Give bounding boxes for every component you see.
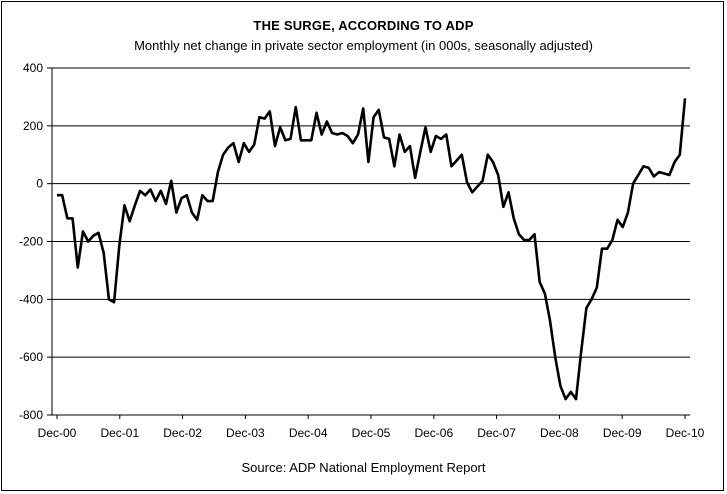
y-tick-label-2: 0 [36,177,43,191]
x-tick-label-2: Dec-02 [163,426,202,440]
x-tick-label-1: Dec-01 [100,426,139,440]
x-tick-label-7: Dec-07 [477,426,516,440]
y-tick-label-0: 400 [23,61,43,75]
chart-source: Source: ADP National Employment Report [241,460,486,475]
x-tick-label-8: Dec-08 [540,426,579,440]
y-tick-label-4: -400 [19,292,43,306]
y-tick-label-3: -200 [19,235,43,249]
x-tick-label-6: Dec-06 [414,426,453,440]
x-tick-label-5: Dec-05 [352,426,391,440]
y-tick-label-5: -600 [19,350,43,364]
x-tick-label-10: Dec-10 [666,426,705,440]
x-tick-label-0: Dec-00 [38,426,77,440]
x-tick-label-9: Dec-09 [603,426,642,440]
y-tick-label-6: -800 [19,408,43,422]
x-tick-label-3: Dec-03 [226,426,265,440]
x-tick-label-4: Dec-04 [289,426,328,440]
series-line [57,98,687,401]
chart-subtitle: Monthly net change in private sector emp… [134,38,593,53]
y-tick-label-1: 200 [23,119,43,133]
chart-title: THE SURGE, ACCORDING TO ADP [253,18,474,33]
